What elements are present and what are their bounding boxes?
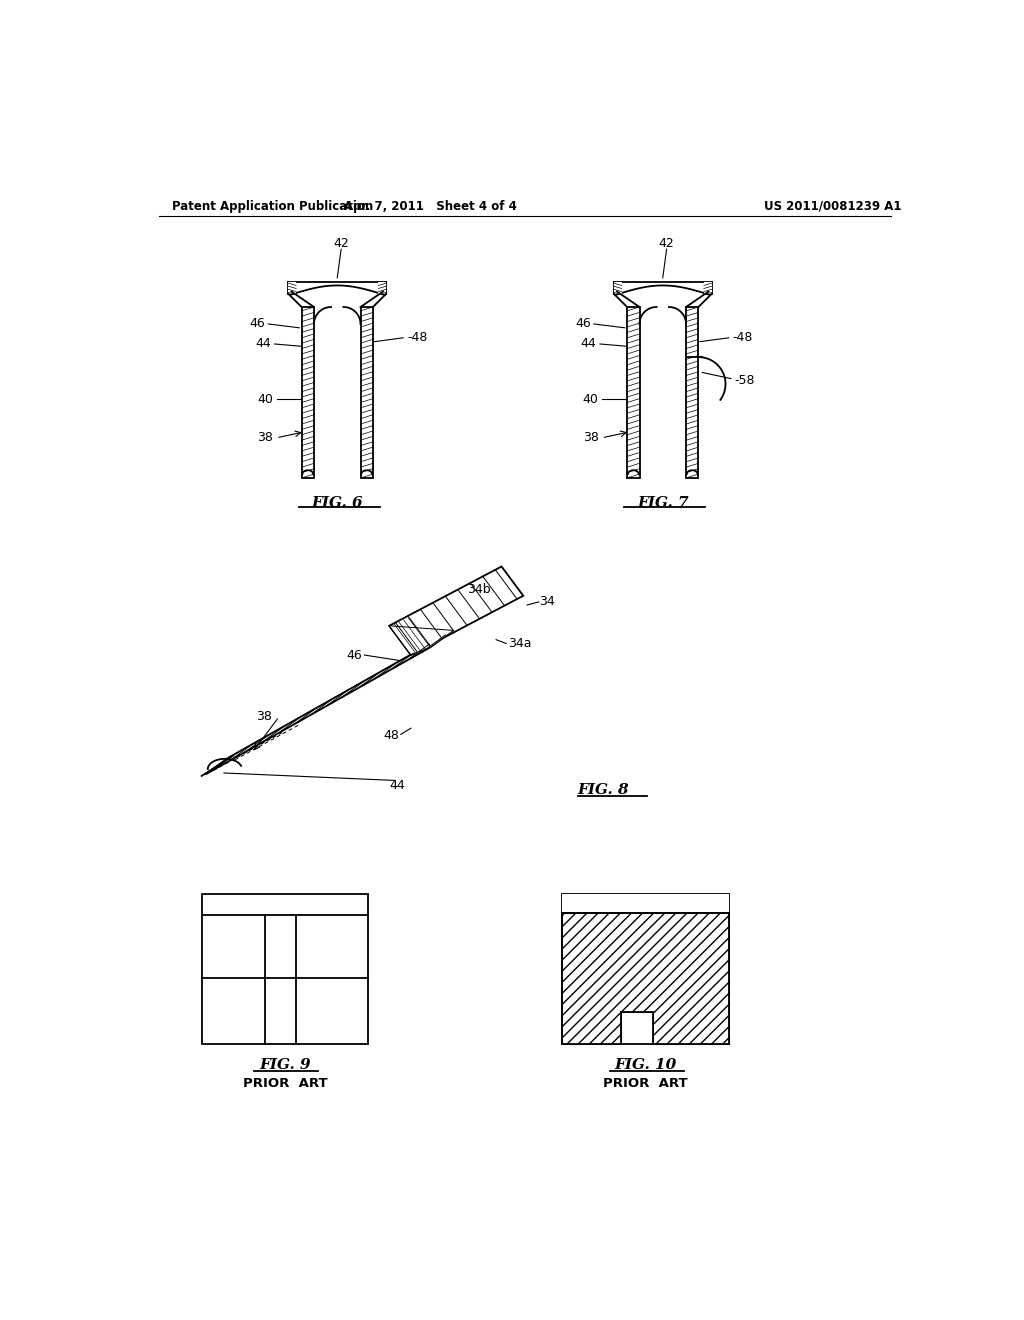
Bar [686,308,698,478]
Text: 38: 38 [583,432,599,445]
Text: PRIOR  ART: PRIOR ART [603,1077,688,1090]
Text: 34: 34 [539,594,555,607]
Text: 34b: 34b [467,583,492,597]
Text: -48: -48 [407,331,427,345]
Text: 42: 42 [333,236,349,249]
Text: 44: 44 [581,338,596,351]
Text: 48: 48 [384,730,399,742]
Text: -58: -58 [735,374,756,387]
Polygon shape [703,281,712,294]
Bar [562,894,729,913]
Text: 44: 44 [255,338,270,351]
Text: 40: 40 [583,393,599,407]
Polygon shape [206,631,454,775]
Text: FIG. 9: FIG. 9 [259,1059,310,1072]
Bar [302,308,314,478]
Text: 42: 42 [658,236,675,249]
Polygon shape [389,626,454,655]
Text: FIG. 7: FIG. 7 [637,495,688,510]
Text: 38: 38 [257,432,273,445]
Bar [562,894,729,1044]
Text: -48: -48 [732,331,753,345]
Text: Apr. 7, 2011   Sheet 4 of 4: Apr. 7, 2011 Sheet 4 of 4 [344,199,517,213]
Bar [360,308,373,478]
Text: FIG. 10: FIG. 10 [614,1059,677,1072]
Text: Patent Application Publication: Patent Application Publication [172,199,374,213]
Polygon shape [389,566,523,655]
Text: 46: 46 [346,648,362,661]
Polygon shape [562,913,729,1044]
Text: 46: 46 [575,317,591,330]
Text: 38: 38 [256,710,271,723]
Polygon shape [289,281,296,294]
Text: 46: 46 [250,317,265,330]
Polygon shape [614,281,622,294]
Bar [202,894,369,1044]
Text: 44: 44 [390,779,406,792]
Text: 40: 40 [257,393,273,407]
Text: 34a: 34a [508,638,531,649]
Text: US 2011/0081239 A1: US 2011/0081239 A1 [764,199,901,213]
Text: FIG. 6: FIG. 6 [311,495,364,510]
Text: PRIOR  ART: PRIOR ART [243,1077,328,1090]
Text: FIG. 8: FIG. 8 [578,783,629,797]
Polygon shape [378,281,386,294]
Bar [627,308,640,478]
